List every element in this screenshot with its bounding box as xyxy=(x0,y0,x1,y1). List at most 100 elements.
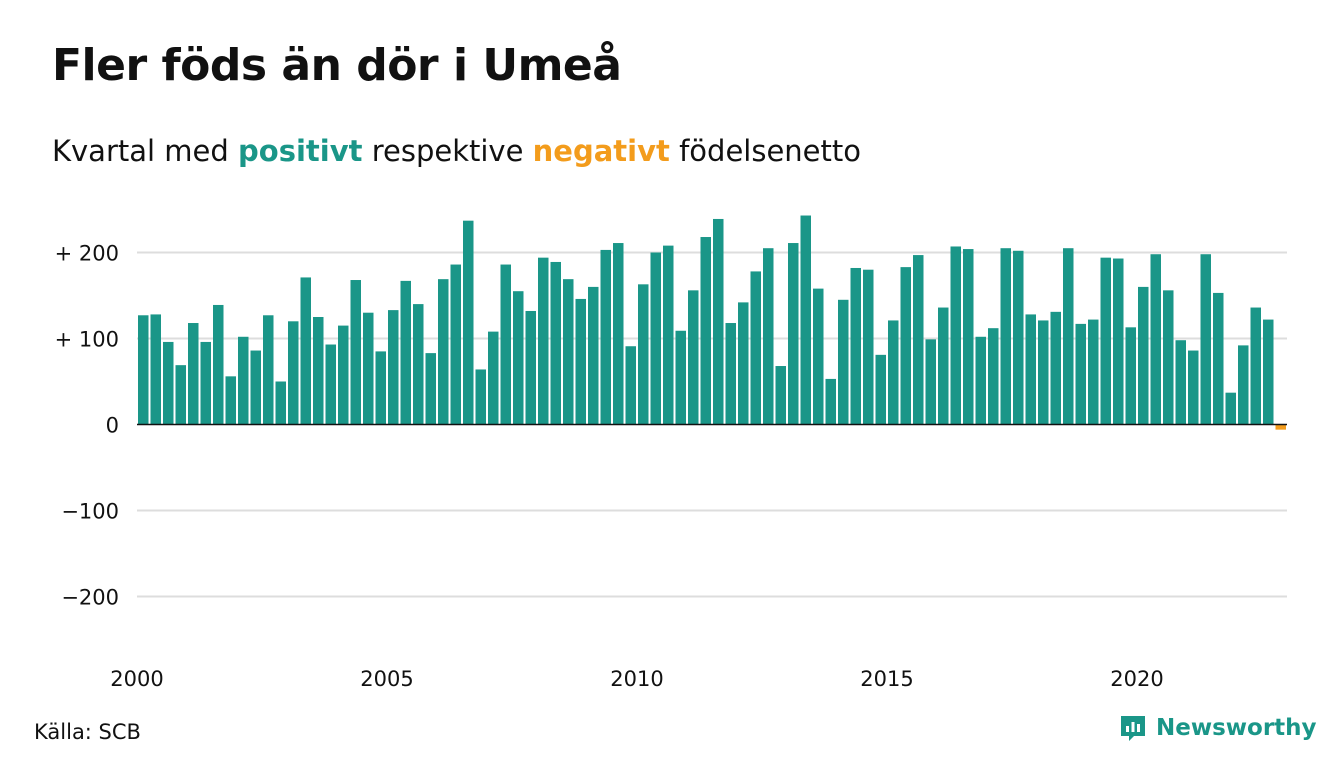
gridlines xyxy=(137,251,1287,598)
bar-positive xyxy=(863,269,874,425)
bar-positive xyxy=(738,302,749,425)
bar-positive xyxy=(363,312,374,425)
bar-positive xyxy=(413,304,424,425)
source-note: Källa: SCB xyxy=(34,720,141,744)
x-tick-label: 2015 xyxy=(860,667,913,691)
bar-positive xyxy=(538,257,549,425)
bar-positive xyxy=(213,304,224,425)
bar-positive xyxy=(550,261,561,425)
bar-positive xyxy=(975,336,986,425)
bar-positive xyxy=(588,286,599,425)
bar-positive xyxy=(713,218,724,425)
y-axis-ticks: + 200 + 100 0 −100 −200 xyxy=(55,242,119,610)
bar-positive xyxy=(450,264,461,425)
bar-positive xyxy=(1150,254,1161,425)
x-tick-label: 2020 xyxy=(1110,667,1163,691)
x-tick-label: 2000 xyxy=(110,667,163,691)
chart-title: Fler föds än dör i Umeå xyxy=(52,40,622,91)
bar-positive xyxy=(675,330,686,425)
bar-positive xyxy=(513,291,524,425)
bar-positive xyxy=(950,246,961,425)
bar-positive xyxy=(888,320,899,425)
bar-positive xyxy=(850,267,861,425)
subtitle-suffix: födelsenetto xyxy=(679,134,861,168)
bar-positive xyxy=(1225,392,1236,425)
y-tick-label: + 100 xyxy=(55,328,119,352)
bar-positive xyxy=(688,290,699,425)
bar-positive xyxy=(175,365,186,425)
bar-positive xyxy=(1100,257,1111,425)
bar-positive xyxy=(263,315,274,425)
bar-positive xyxy=(1063,248,1074,425)
subtitle-middle: respektive xyxy=(371,134,524,168)
bar-positive xyxy=(1138,286,1149,425)
bar-positive xyxy=(1113,258,1124,425)
newsworthy-logo-icon xyxy=(1121,716,1145,741)
bar-negative xyxy=(1275,424,1286,430)
bar-positive xyxy=(813,288,824,425)
bar-positive xyxy=(1050,311,1061,425)
bar-positive xyxy=(525,310,536,425)
x-axis-ticks: 2000 2005 2010 2015 2020 xyxy=(110,667,1163,691)
brand-name: Newsworthy xyxy=(1156,715,1317,741)
bar-positive xyxy=(1188,350,1199,425)
bar-positive xyxy=(575,298,586,425)
bar-positive xyxy=(650,252,661,425)
bar-positive xyxy=(313,317,324,425)
bar-positive xyxy=(138,315,149,425)
bar-positive xyxy=(900,267,911,425)
subtitle-negative-keyword: negativt xyxy=(532,134,670,168)
bar-positive xyxy=(763,248,774,425)
bar-positive xyxy=(725,323,736,425)
bar-positive xyxy=(463,220,474,425)
bar-positive xyxy=(238,336,249,425)
bar-positive xyxy=(750,271,761,425)
subtitle-positive-keyword: positivt xyxy=(238,134,363,168)
bar-positive xyxy=(1088,319,1099,425)
brand-logo[interactable]: Newsworthy xyxy=(1118,713,1317,743)
bar-positive xyxy=(1163,290,1174,425)
bar-positive xyxy=(188,323,199,425)
bar-positive xyxy=(1025,314,1036,425)
bar-positive xyxy=(600,249,611,425)
bar-positive xyxy=(988,328,999,425)
chart-subtitle: Kvartal med positivt respektive negativt… xyxy=(52,134,861,168)
bar-positive xyxy=(200,341,211,425)
bar-positive xyxy=(1000,248,1011,425)
bar-positive xyxy=(1238,345,1249,425)
bar-positive xyxy=(488,331,499,425)
x-tick-label: 2010 xyxy=(610,667,663,691)
bar-positive xyxy=(438,279,449,425)
bar-positive xyxy=(300,277,311,425)
x-tick-label: 2005 xyxy=(360,667,413,691)
bar-positive xyxy=(1213,292,1224,425)
y-tick-label: 0 xyxy=(106,414,119,438)
bar-positive xyxy=(563,279,574,425)
bar-positive xyxy=(500,264,511,425)
bar-chart: + 200 + 100 0 −100 −200 2000 2005 2010 2015 2020 xyxy=(55,215,1287,691)
bar-positive xyxy=(1013,250,1024,425)
bar-positive xyxy=(150,314,161,425)
bar-positive xyxy=(375,351,386,425)
bar-positive xyxy=(1125,327,1136,425)
bar-positive xyxy=(625,346,636,425)
bar-positive xyxy=(225,376,236,425)
y-tick-label: + 200 xyxy=(55,242,119,266)
bar-positive xyxy=(838,299,849,425)
bar-positive xyxy=(1263,319,1274,425)
bar-positive xyxy=(963,249,974,425)
bar-positive xyxy=(638,284,649,425)
bar-positive xyxy=(163,341,174,425)
bar-positive xyxy=(275,381,286,425)
bar-positive xyxy=(475,369,486,425)
bar-positive xyxy=(775,366,786,425)
bar-positive xyxy=(350,280,361,425)
bar-positive xyxy=(875,354,886,425)
bar-positive xyxy=(400,280,411,425)
bar-positive xyxy=(325,344,336,425)
bar-positive xyxy=(1075,323,1086,425)
bar-positive xyxy=(700,237,711,425)
bar-positive xyxy=(788,243,799,425)
bar-positive xyxy=(1038,320,1049,425)
bar-positive xyxy=(938,307,949,425)
